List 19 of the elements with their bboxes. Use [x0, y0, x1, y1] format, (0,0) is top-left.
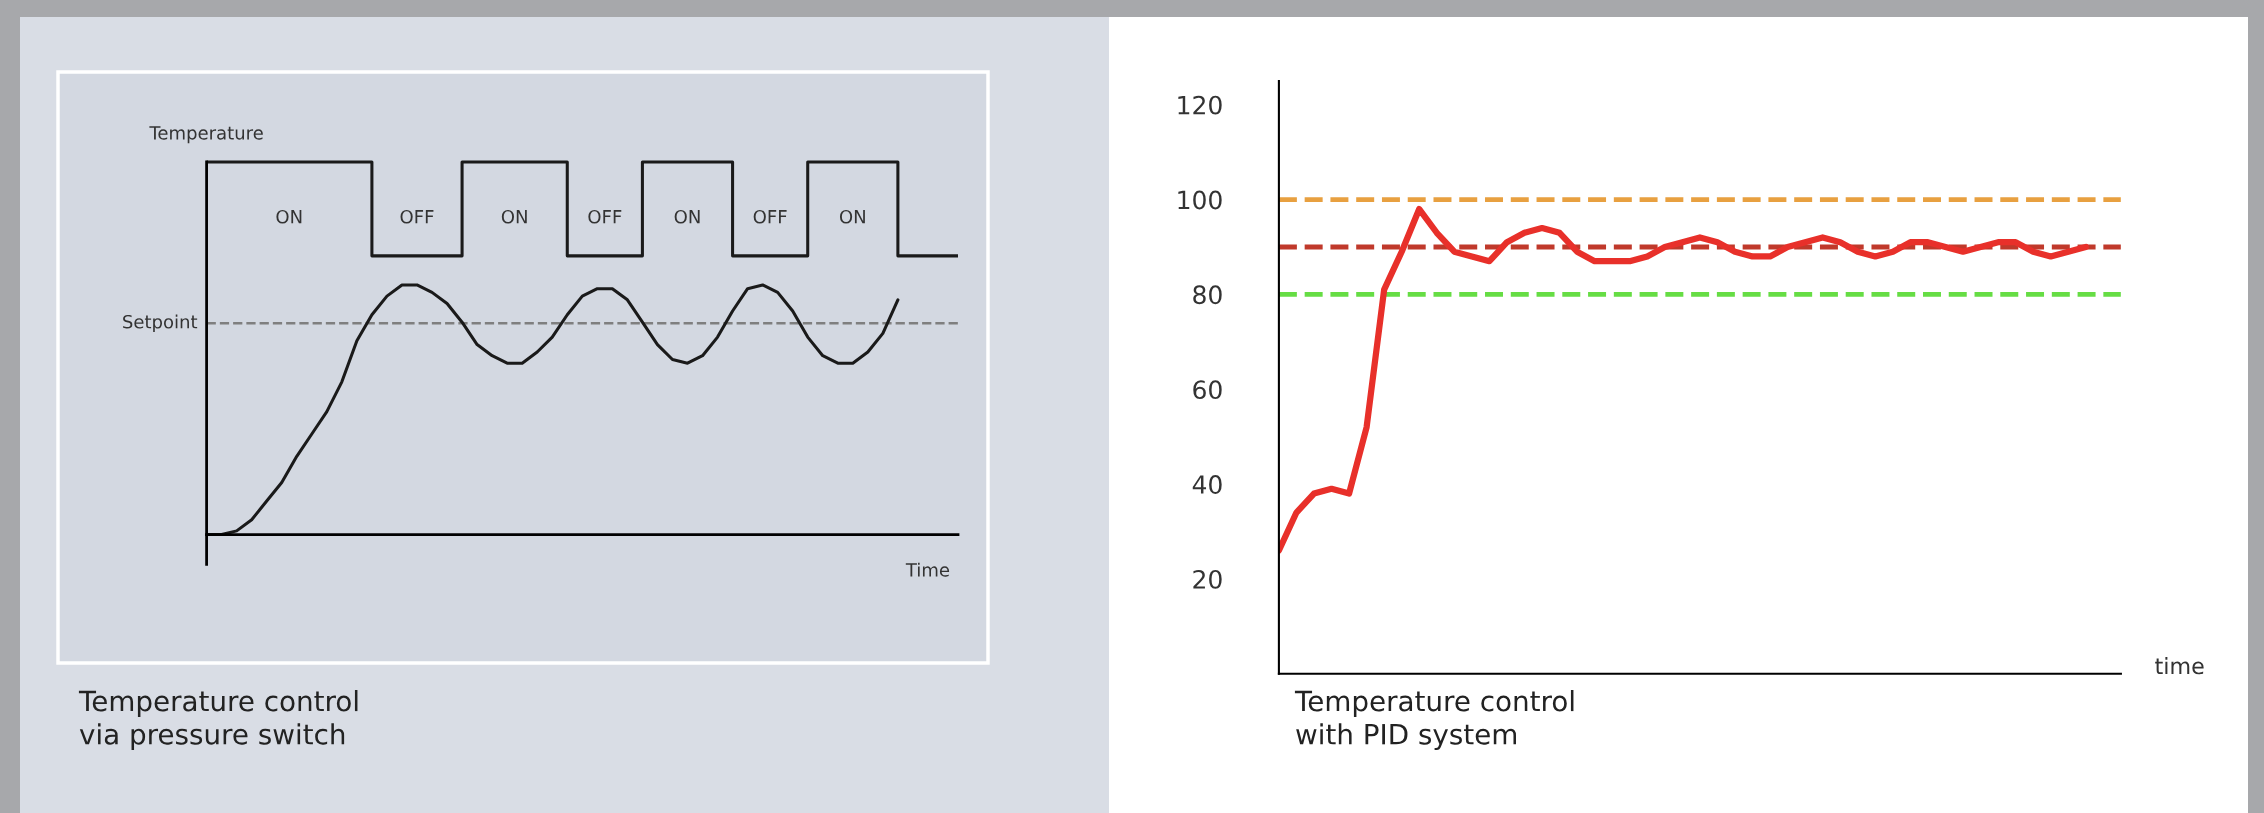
annotation: ON: [501, 209, 527, 224]
annotation: ON: [674, 209, 700, 224]
y-axis-title: Temperature: [149, 126, 263, 144]
ref-line-label: Setpoint: [123, 314, 198, 333]
annotation: OFF: [400, 209, 434, 224]
x-axis-title: time: [2155, 657, 2204, 675]
y-tick-label: 60: [1193, 380, 1222, 400]
y-tick-label: 40: [1192, 475, 1222, 494]
annotation: OFF: [588, 209, 622, 224]
annotation: OFF: [753, 209, 787, 224]
text: Temperature control via pressure switch: [78, 690, 358, 751]
y-tick-label: 120: [1178, 95, 1222, 115]
y-tick-label: 80: [1193, 285, 1222, 305]
annotation: ON: [839, 209, 865, 224]
y-tick-label: 100: [1178, 190, 1222, 210]
y-tick-label: 20: [1193, 569, 1222, 589]
text: Temperature control with PID system: [1294, 690, 1574, 751]
annotation: ON: [276, 209, 302, 224]
x-axis-title: Time: [905, 562, 950, 577]
